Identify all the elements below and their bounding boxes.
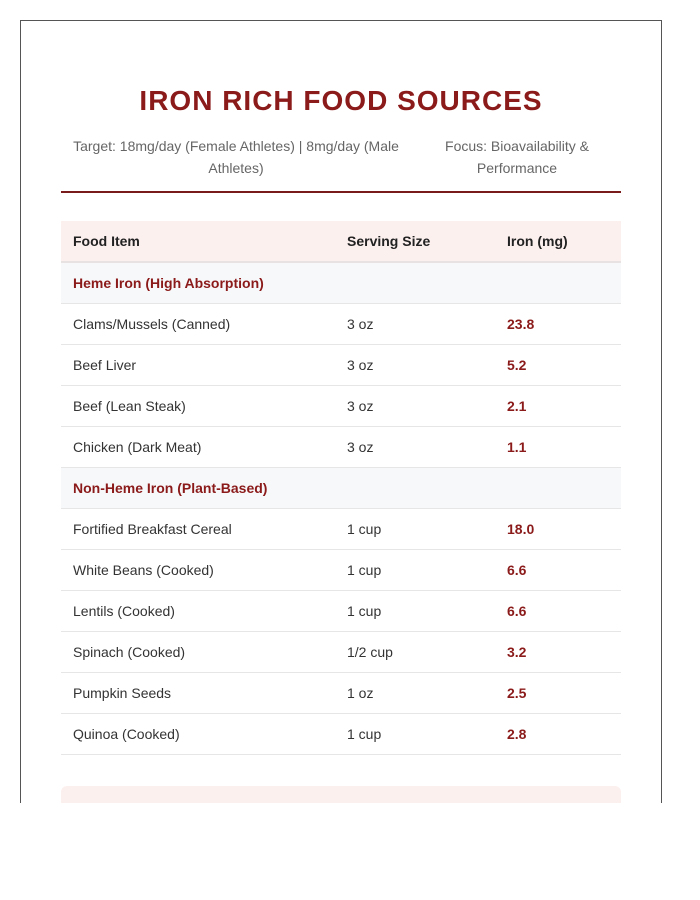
focus-note: Focus: Bioavailability & Performance [445,138,589,176]
food-cell: Clams/Mussels (Canned) [61,303,335,345]
category-row-non-heme: Non-Heme Iron (Plant-Based) [61,467,621,509]
iron-cell: 6.6 [495,590,621,632]
table-row: White Beans (Cooked) 1 cup 6.6 [61,549,621,591]
category-row-heme: Heme Iron (High Absorption) [61,262,621,304]
table-row: Pumpkin Seeds 1 oz 2.5 [61,672,621,714]
table-row: Clams/Mussels (Canned) 3 oz 23.8 [61,303,621,345]
table-header-row: Food Item Serving Size Iron (mg) [61,221,621,263]
column-header-iron: Iron (mg) [495,221,621,263]
iron-cell: 1.1 [495,426,621,468]
serving-cell: 1/2 cup [335,631,495,673]
iron-cell: 5.2 [495,344,621,386]
food-cell: Beef Liver [61,344,335,386]
food-cell: Fortified Breakfast Cereal [61,508,335,550]
table-row: Beef Liver 3 oz 5.2 [61,344,621,386]
serving-cell: 1 oz [335,672,495,714]
food-cell: Lentils (Cooked) [61,590,335,632]
column-header-food: Food Item [61,221,335,263]
food-cell: Chicken (Dark Meat) [61,426,335,468]
table-row: Quinoa (Cooked) 1 cup 2.8 [61,713,621,755]
serving-cell: 3 oz [335,303,495,345]
category-label: Non-Heme Iron (Plant-Based) [61,467,621,509]
serving-cell: 1 cup [335,713,495,755]
table-row: Spinach (Cooked) 1/2 cup 3.2 [61,631,621,673]
serving-cell: 3 oz [335,385,495,427]
document-header: IRON RICH FOOD SOURCES Target: 18mg/day … [61,21,621,193]
food-cell: Pumpkin Seeds [61,672,335,714]
food-cell: Beef (Lean Steak) [61,385,335,427]
serving-cell: 1 cup [335,549,495,591]
column-header-serving: Serving Size [335,221,495,263]
iron-cell: 18.0 [495,508,621,550]
target-note: Target: 18mg/day (Female Athletes) | 8mg… [73,138,399,176]
food-cell: Spinach (Cooked) [61,631,335,673]
category-label: Heme Iron (High Absorption) [61,262,621,304]
document-page: IRON RICH FOOD SOURCES Target: 18mg/day … [20,20,662,803]
iron-cell: 2.5 [495,672,621,714]
table-row: Chicken (Dark Meat) 3 oz 1.1 [61,426,621,468]
iron-cell: 3.2 [495,631,621,673]
iron-cell: 2.8 [495,713,621,755]
food-cell: White Beans (Cooked) [61,549,335,591]
food-cell: Quinoa (Cooked) [61,713,335,755]
iron-cell: 2.1 [495,385,621,427]
serving-cell: 3 oz [335,344,495,386]
table-row: Fortified Breakfast Cereal 1 cup 18.0 [61,508,621,550]
serving-cell: 1 cup [335,508,495,550]
iron-cell: 23.8 [495,303,621,345]
notes-box [61,786,621,803]
table-row: Beef (Lean Steak) 3 oz 2.1 [61,385,621,427]
serving-cell: 1 cup [335,590,495,632]
iron-cell: 6.6 [495,549,621,591]
serving-cell: 3 oz [335,426,495,468]
iron-food-table: Food Item Serving Size Iron (mg) Heme Ir… [61,221,621,755]
table-row: Lentils (Cooked) 1 cup 6.6 [61,590,621,632]
page-title: IRON RICH FOOD SOURCES [139,85,543,116]
